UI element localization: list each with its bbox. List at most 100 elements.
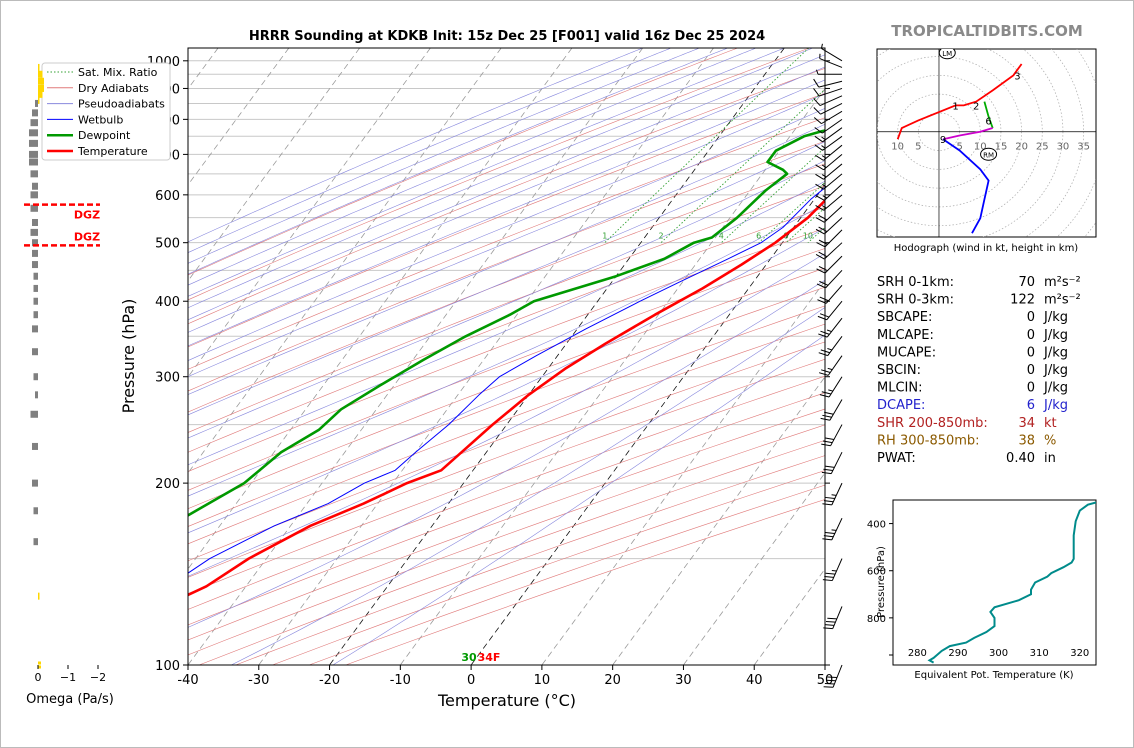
barb-flag	[815, 217, 825, 223]
barb-flag	[820, 349, 830, 354]
pseudoadiabat	[188, 123, 825, 395]
wind-barb	[813, 95, 843, 107]
wind-barb	[822, 482, 843, 506]
omega-bar	[38, 84, 44, 92]
hodograph-ring-label: 5	[915, 142, 921, 153]
pseudoadiabat	[188, 279, 825, 628]
barb-half-flag	[828, 389, 833, 392]
omega-bar	[32, 239, 38, 247]
barb-half-flag	[821, 145, 826, 149]
stat-unit: in	[1044, 451, 1056, 466]
wind-barb	[813, 110, 843, 125]
omega-bar	[38, 70, 43, 78]
legend-box	[41, 62, 171, 161]
stat-unit: J/kg	[1043, 398, 1068, 413]
barb-staff	[819, 87, 843, 97]
barb-flag	[822, 440, 833, 444]
storm-motion-marker	[938, 49, 956, 60]
wind-barb	[821, 451, 843, 475]
barb-half-flag	[831, 494, 837, 496]
omega-bar	[33, 272, 38, 280]
omega-bar	[32, 109, 38, 117]
omega-bar	[33, 311, 38, 319]
dgz-label: DGZ	[74, 209, 100, 222]
omega-bar	[30, 204, 38, 212]
stat-unit: J/kg	[1043, 310, 1068, 325]
omega-bar	[30, 170, 38, 178]
wind-barb	[816, 269, 843, 289]
omega-bar	[32, 479, 38, 487]
barb-staff	[827, 335, 843, 356]
y-axis-label: Pressure (hPa)	[119, 299, 138, 414]
barb-flag	[819, 372, 829, 376]
mixing-ratio-label: 2	[658, 232, 663, 241]
omega-panel: DGZ DGZ 0 −1 −2	[24, 63, 108, 684]
barb-staff	[823, 183, 843, 201]
barb-flag	[824, 575, 834, 578]
omega-bar	[32, 218, 38, 226]
wind-barb	[815, 194, 843, 211]
omega-bar	[32, 261, 38, 269]
barb-staff	[831, 558, 843, 581]
barb-flag	[813, 78, 820, 88]
omega-bar	[30, 191, 38, 199]
barb-half-flag	[827, 348, 833, 351]
theta-e-axis-label: Equivalent Pot. Temperature (K)	[914, 670, 1073, 681]
wind-barb	[819, 355, 843, 376]
theta-e-x-tick-label: 320	[1070, 648, 1089, 659]
barb-flag	[815, 228, 825, 235]
stat-value: 0	[1027, 328, 1035, 343]
stat-label: SBCIN:	[877, 363, 921, 378]
y-tick-label: 100	[155, 659, 180, 674]
series-temperature-line	[188, 198, 825, 597]
y-tick-label: 400	[155, 295, 180, 310]
barb-flag	[824, 465, 835, 468]
wind-barb	[814, 135, 843, 151]
stat-label: SHR 200-850mb:	[877, 416, 988, 431]
wind-barb	[814, 127, 843, 143]
y-tick-label: 600	[155, 189, 180, 204]
wind-barb	[820, 399, 843, 421]
barb-flag	[825, 620, 836, 623]
omega-bar	[38, 90, 43, 98]
barb-staff	[823, 163, 843, 180]
surface-temperature-label: 34F	[478, 651, 501, 664]
x-axis-label: Temperature (°C)	[437, 691, 576, 710]
chart-title: HRRR Sounding at KDKB Init: 15z Dec 25 […	[249, 29, 765, 44]
omega-bar	[32, 249, 38, 257]
dgz-label: DGZ	[74, 230, 100, 243]
barb-flag	[816, 283, 826, 289]
barb-half-flag	[827, 367, 833, 371]
wind-barb	[822, 517, 843, 541]
theta-e-y-tick-label: 800	[867, 614, 886, 625]
barb-flag	[824, 437, 835, 441]
barb-flag	[822, 538, 832, 541]
theta-e-plot	[927, 501, 1096, 664]
mixing-ratio-label: 6	[756, 232, 761, 241]
wind-barb	[818, 317, 843, 338]
barb-flag	[813, 98, 821, 106]
barb-staff	[822, 127, 843, 143]
stat-label: MLCAPE:	[877, 328, 934, 343]
barb-staff	[819, 58, 843, 68]
dry-adiabat	[188, 185, 825, 433]
x-tick-label: 10	[534, 673, 551, 688]
hodograph-ring-label: 25	[1036, 142, 1049, 153]
barb-flag	[823, 627, 833, 630]
stats-table: SRH 0-1km: 70 m²s⁻² SRH 0-3km: 122 m²s⁻² SBCAP…	[877, 275, 1081, 466]
hodograph-label: Hodograph (wind in kt, height in km)	[894, 243, 1079, 254]
hodograph-height-label: 1	[952, 101, 958, 112]
barb-flag	[814, 144, 823, 151]
dry-adiabat	[188, 341, 825, 578]
pseudoadiabat	[231, 307, 825, 665]
barb-flag	[820, 417, 831, 421]
wind-barb	[815, 242, 843, 260]
dry-adiabat	[188, 163, 825, 413]
wind-barb	[813, 78, 843, 88]
stat-label: SBCAPE:	[877, 310, 932, 325]
barb-flag	[821, 471, 832, 475]
barb-flag	[815, 164, 824, 171]
wind-barb	[816, 255, 843, 274]
isotherm-line	[258, 48, 714, 665]
